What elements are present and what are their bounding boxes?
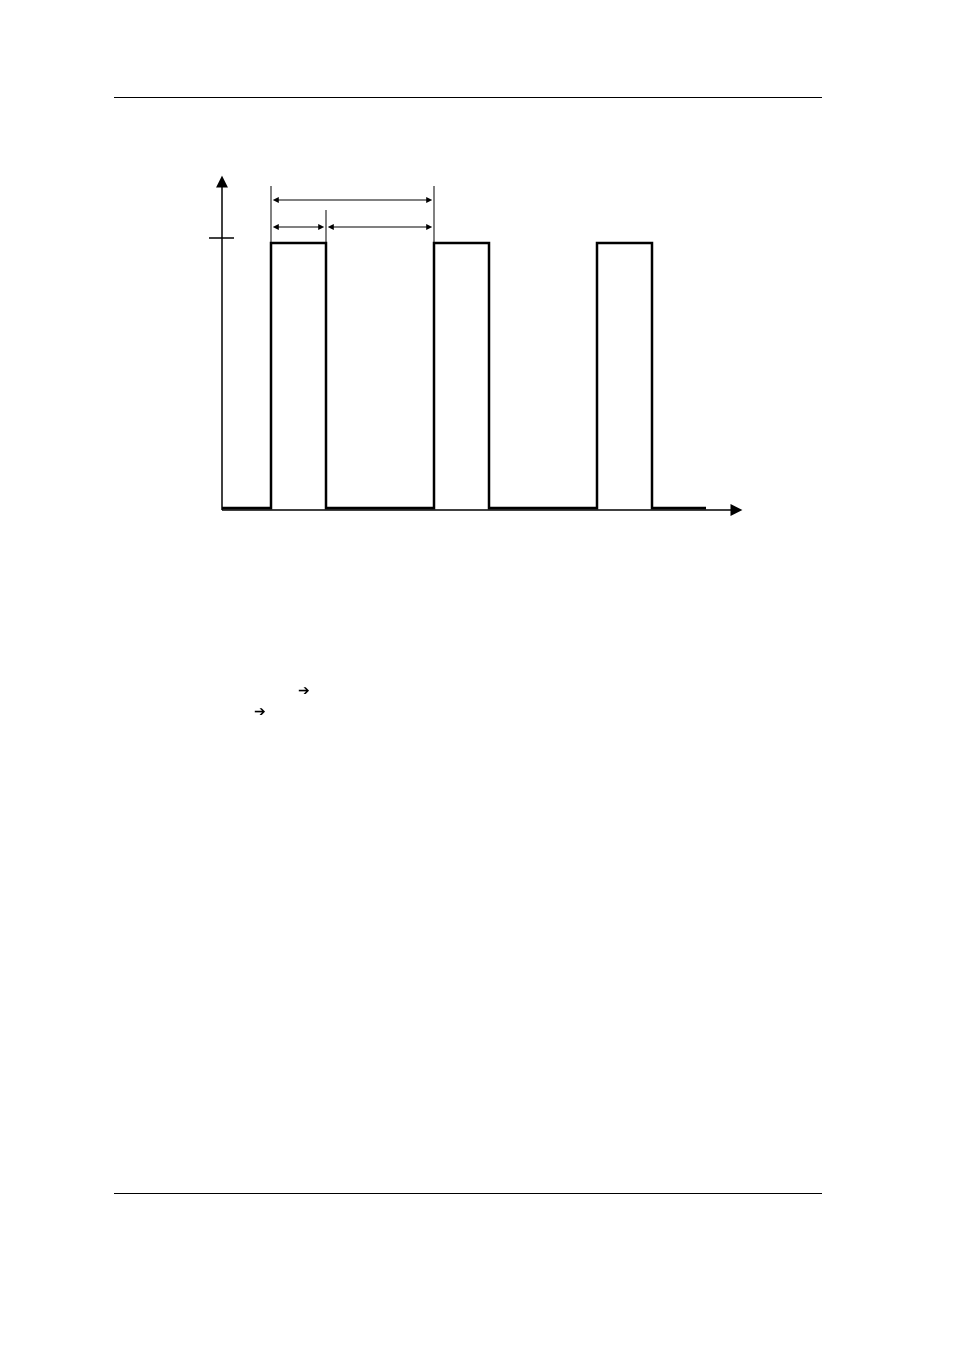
inline-arrow-1: ➔ bbox=[298, 682, 310, 699]
inline-arrow-2: ➔ bbox=[254, 703, 266, 720]
timing-diagram bbox=[200, 170, 760, 550]
square-wave bbox=[222, 243, 706, 508]
top-rule bbox=[114, 97, 822, 98]
bottom-rule bbox=[114, 1193, 822, 1194]
